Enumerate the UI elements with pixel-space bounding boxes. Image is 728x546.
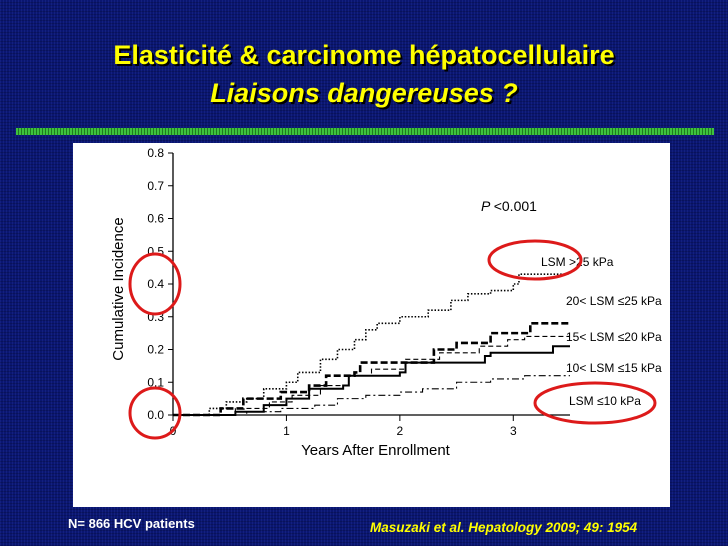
y-tick-label: 0.7 [147,179,164,193]
y-axis-label: Cumulative Incidence [110,217,127,360]
y-tick-label: 0.8 [147,146,164,160]
series-label-1: 20< LSM ≤25 kPa [566,294,662,308]
y-tick-label: 0.6 [147,212,164,226]
highlight-circle-top-series [487,239,583,281]
highlight-circle-bottom-series [533,381,657,425]
p-value-annotation: P <0.001 [481,198,537,214]
separator-bar [16,128,714,135]
y-tick-label: 0.4 [147,277,164,291]
series-line-3 [173,345,570,416]
series-line-4 [173,375,570,416]
slide-title: Elasticité & carcinome hépatocellulaire [113,40,615,70]
y-tick-label: 0.0 [147,408,164,422]
series-label-0: LSM >25 kPa [541,255,614,269]
x-axis-label: Years After Enrollment [301,442,451,459]
highlight-circle-y-04 [128,252,182,316]
chart-panel: 0.0 0.1 0.2 0.3 0.4 0.5 0.6 0.7 0.8 0 1 2 3 Years Aft… [73,143,670,507]
footer-citation: Masuzaki et al. Hepatology 2009; 49: 195… [370,520,638,535]
highlight-circle-y-00 [128,386,182,440]
x-tick-label: 1 [283,424,290,438]
series-label-3: 10< LSM ≤15 kPa [566,361,662,375]
slide-subtitle: Liaisons dangereuses ? [210,78,518,108]
series-line-2 [173,335,570,416]
y-tick-label: 0.2 [147,343,164,357]
x-tick-label: 3 [510,424,517,438]
footer-patients: N= 866 HCV patients [68,516,195,531]
x-tick-label: 2 [397,424,404,438]
y-tick-label: 0.1 [147,375,164,389]
series-line-0 [173,273,570,416]
series-label-4: LSM ≤10 kPa [569,394,641,408]
series-label-2: 15< LSM ≤20 kPa [566,330,662,344]
